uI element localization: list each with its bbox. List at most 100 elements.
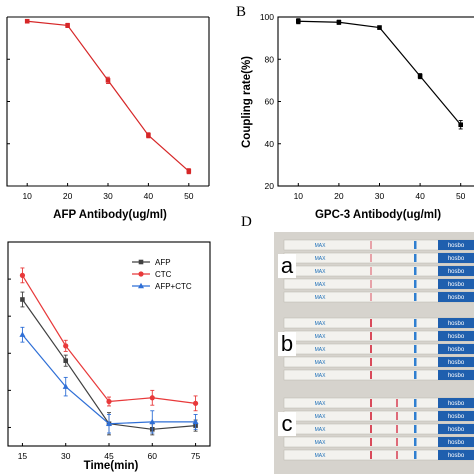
legend-marker <box>138 282 144 289</box>
control-line <box>414 425 417 433</box>
x-tick-label: 75 <box>191 451 201 461</box>
cap-label: hosbo <box>448 256 465 262</box>
legend-label: AFP+CTC <box>155 282 192 291</box>
strip-photo: MAX hosbo MAX hosbo MAX hosbo MAX hosbo MAX hosbo… <box>274 232 474 474</box>
strip-cap <box>438 253 474 263</box>
strip-cap <box>438 344 474 354</box>
test-line <box>370 241 372 249</box>
cap-label: hosbo <box>448 282 465 288</box>
strip-cap <box>438 292 474 302</box>
test-line-2 <box>396 438 398 446</box>
data-point <box>192 418 199 425</box>
control-line <box>414 371 417 379</box>
cap-label: hosbo <box>448 360 465 366</box>
panel-label-d: D <box>241 214 252 230</box>
strip-cap <box>438 279 474 289</box>
control-line <box>414 438 417 446</box>
strip-label: MAX <box>315 440 327 446</box>
x-tick-label: 15 <box>18 451 28 461</box>
data-point <box>186 168 192 174</box>
test-strip <box>283 278 474 290</box>
series-line <box>21 275 196 404</box>
chart-b-ylabel: Coupling rate(%) <box>241 56 253 148</box>
cap-label: hosbo <box>448 427 465 433</box>
data-point <box>192 400 199 406</box>
y-tick-label: 40 <box>265 139 275 149</box>
strip-label: MAX <box>315 414 327 420</box>
x-tick-label: 60 <box>148 451 158 461</box>
cap-label: hosbo <box>448 401 465 407</box>
legend-label: CTC <box>155 270 172 279</box>
test-line <box>370 451 372 459</box>
control-line <box>414 412 417 420</box>
control-line <box>414 345 417 353</box>
cap-label: hosbo <box>448 373 465 379</box>
series-line <box>21 334 196 425</box>
data-point <box>417 73 423 79</box>
test-strip <box>283 449 474 461</box>
data-point <box>106 420 112 426</box>
group-tab <box>278 254 296 278</box>
x-tick-label: 50 <box>184 191 194 201</box>
x-tick-label: 45 <box>104 451 114 461</box>
series-line <box>27 20 190 172</box>
x-tick-label: 40 <box>144 191 154 201</box>
strip-cap <box>438 318 474 328</box>
data-point <box>62 383 69 389</box>
group-letter: c <box>282 411 293 436</box>
strip-cap <box>438 437 474 447</box>
cap-label: hosbo <box>448 295 465 301</box>
test-line <box>370 319 372 327</box>
group-letter: b <box>281 331 293 356</box>
chart-b-frame <box>277 16 474 187</box>
data-point <box>63 343 69 349</box>
data-point <box>149 395 155 401</box>
test-strip <box>283 291 474 303</box>
control-line <box>414 358 417 366</box>
data-point <box>377 25 382 30</box>
control-line <box>414 319 417 327</box>
x-tick-label: 30 <box>103 191 113 201</box>
cap-label: hosbo <box>448 334 465 340</box>
test-line <box>370 332 372 340</box>
data-point <box>65 23 70 28</box>
chart-a: 10 20 30 40 50 AFP Antibody(ug/ml) <box>6 16 210 221</box>
test-line <box>370 280 372 288</box>
strip-label: MAX <box>315 256 327 262</box>
chart-a-axes <box>6 17 59 187</box>
data-point <box>458 122 463 128</box>
test-line <box>370 345 372 353</box>
chart-b: 10 20 30 40 50 20 40 60 80 100 GPC-3 Antibody(ug/… <box>241 12 474 221</box>
strip-cap <box>438 331 474 341</box>
control-line <box>414 293 417 301</box>
test-line <box>370 399 372 407</box>
strip-label: MAX <box>315 269 327 275</box>
strip-label: MAX <box>315 243 327 249</box>
strip-cap <box>438 424 474 434</box>
control-line <box>414 280 417 288</box>
series-line <box>298 20 462 126</box>
test-line <box>370 371 372 379</box>
chart-c-xlabel: Time(min) <box>84 460 139 472</box>
cap-label: hosbo <box>448 269 465 275</box>
test-line <box>370 425 372 433</box>
control-line <box>414 451 417 459</box>
cap-label: hosbo <box>448 243 465 249</box>
x-tick-label: 10 <box>294 191 304 201</box>
test-strip <box>283 369 474 381</box>
strip-label: MAX <box>315 295 327 301</box>
x-tick-label: 10 <box>22 191 32 201</box>
y-tick-label: 80 <box>265 54 275 64</box>
strip-cap <box>438 240 474 250</box>
x-tick-label: 30 <box>375 191 385 201</box>
group-tab <box>278 332 296 356</box>
y-tick-label: 100 <box>260 12 274 22</box>
cap-label: hosbo <box>448 321 465 327</box>
strip-label: MAX <box>315 360 327 366</box>
cap-label: hosbo <box>448 347 465 353</box>
legend-marker <box>138 271 144 277</box>
data-point <box>20 297 25 302</box>
data-point <box>149 418 156 425</box>
control-line <box>414 267 417 275</box>
